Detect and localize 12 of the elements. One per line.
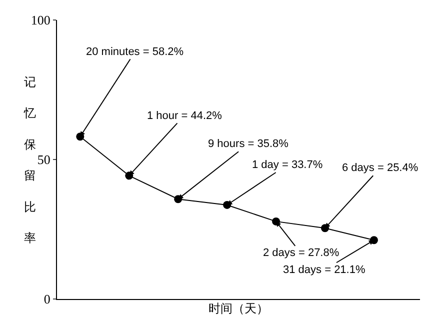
y-tick-label: 0 <box>44 292 50 307</box>
text: 记忆保留比率 <box>24 75 36 245</box>
x-axis-title: 时间（天） <box>208 301 268 316</box>
data-label: 20 minutes = 58.2% <box>86 46 184 58</box>
data-label: 9 hours = 35.8% <box>208 138 289 150</box>
y-tick-label: 100 <box>30 12 50 28</box>
data-label: 1 hour = 44.2% <box>147 110 222 122</box>
data-label: 2 days = 27.8% <box>263 247 340 259</box>
data-label: 1 day = 33.7% <box>252 159 323 171</box>
data-label: 31 days = 21.1% <box>283 264 366 276</box>
data-label: 6 days = 25.4% <box>342 162 418 174</box>
y-tick-label: 50 <box>37 152 50 168</box>
